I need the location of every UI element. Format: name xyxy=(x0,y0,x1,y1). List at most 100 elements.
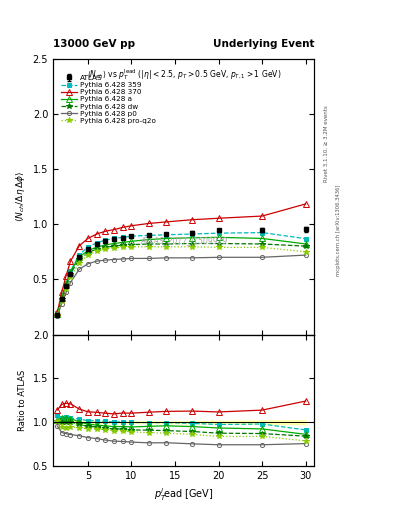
Pythia 6.428 dw xyxy=(77,257,82,263)
Pythia 6.428 pro-q2o xyxy=(260,244,264,250)
Y-axis label: $\langle N_{ch} / \Delta\eta\,\Delta\phi \rangle$: $\langle N_{ch} / \Delta\eta\,\Delta\phi… xyxy=(14,171,27,222)
Pythia 6.428 dw xyxy=(190,241,195,247)
Pythia 6.428 370 xyxy=(103,228,108,234)
Pythia 6.428 p0 xyxy=(68,280,73,286)
Pythia 6.428 pro-q2o xyxy=(59,298,64,304)
Pythia 6.428 pro-q2o xyxy=(94,248,99,254)
Pythia 6.428 dw xyxy=(103,244,108,250)
Pythia 6.428 dw xyxy=(129,242,134,248)
Pythia 6.428 dw xyxy=(112,243,116,249)
Line: Pythia 6.428 p0: Pythia 6.428 p0 xyxy=(55,253,308,318)
Pythia 6.428 a xyxy=(94,244,99,250)
Pythia 6.428 a xyxy=(190,234,195,241)
Pythia 6.428 a xyxy=(147,237,151,243)
Pythia 6.428 a xyxy=(216,234,221,241)
Pythia 6.428 359 xyxy=(103,237,108,243)
Pythia 6.428 a xyxy=(64,281,68,287)
Pythia 6.428 p0 xyxy=(94,258,99,264)
Pythia 6.428 370 xyxy=(260,213,264,219)
Pythia 6.428 a xyxy=(112,241,116,247)
Pythia 6.428 359 xyxy=(55,310,60,316)
Pythia 6.428 pro-q2o xyxy=(190,244,195,250)
Pythia 6.428 359 xyxy=(77,251,82,258)
Pythia 6.428 p0 xyxy=(164,255,169,261)
Pythia 6.428 370 xyxy=(216,215,221,221)
Pythia 6.428 370 xyxy=(190,217,195,223)
Pythia 6.428 dw xyxy=(303,243,308,249)
Pythia 6.428 dw xyxy=(216,241,221,247)
Pythia 6.428 pro-q2o xyxy=(120,244,125,250)
Pythia 6.428 359 xyxy=(112,236,116,242)
Pythia 6.428 pro-q2o xyxy=(55,311,60,317)
Text: 13000 GeV pp: 13000 GeV pp xyxy=(53,38,135,49)
Pythia 6.428 370 xyxy=(112,226,116,232)
Pythia 6.428 pro-q2o xyxy=(103,246,108,252)
Pythia 6.428 dw xyxy=(164,241,169,247)
Line: Pythia 6.428 dw: Pythia 6.428 dw xyxy=(55,241,309,317)
Pythia 6.428 359 xyxy=(190,231,195,237)
Line: Pythia 6.428 pro-q2o: Pythia 6.428 pro-q2o xyxy=(55,244,309,317)
Pythia 6.428 370 xyxy=(303,201,308,207)
Pythia 6.428 a xyxy=(68,268,73,274)
Text: Rivet 3.1.10, ≥ 3.2M events: Rivet 3.1.10, ≥ 3.2M events xyxy=(324,105,329,182)
Pythia 6.428 370 xyxy=(59,289,64,295)
Pythia 6.428 pro-q2o xyxy=(112,245,116,251)
Pythia 6.428 370 xyxy=(129,223,134,229)
Pythia 6.428 359 xyxy=(59,294,64,301)
Pythia 6.428 359 xyxy=(68,268,73,274)
Pythia 6.428 pro-q2o xyxy=(147,244,151,250)
Pythia 6.428 p0 xyxy=(64,289,68,295)
Pythia 6.428 370 xyxy=(164,219,169,225)
Pythia 6.428 pro-q2o xyxy=(164,244,169,250)
Pythia 6.428 359 xyxy=(129,233,134,239)
Pythia 6.428 p0 xyxy=(77,266,82,272)
X-axis label: $p_T^l\!$ead [GeV]: $p_T^l\!$ead [GeV] xyxy=(154,486,213,503)
Pythia 6.428 359 xyxy=(147,232,151,239)
Pythia 6.428 dw xyxy=(260,241,264,247)
Pythia 6.428 p0 xyxy=(216,254,221,261)
Pythia 6.428 p0 xyxy=(103,257,108,263)
Pythia 6.428 p0 xyxy=(190,255,195,261)
Pythia 6.428 370 xyxy=(68,258,73,264)
Text: mcplots.cern.ch [arXiv:1306.3436]: mcplots.cern.ch [arXiv:1306.3436] xyxy=(336,185,341,276)
Pythia 6.428 p0 xyxy=(59,301,64,307)
Pythia 6.428 a xyxy=(129,238,134,244)
Pythia 6.428 pro-q2o xyxy=(216,244,221,250)
Pythia 6.428 a xyxy=(303,241,308,247)
Pythia 6.428 359 xyxy=(303,236,308,242)
Pythia 6.428 370 xyxy=(147,220,151,226)
Pythia 6.428 359 xyxy=(120,234,125,241)
Pythia 6.428 pro-q2o xyxy=(86,252,90,258)
Pythia 6.428 a xyxy=(103,242,108,248)
Pythia 6.428 370 xyxy=(94,231,99,237)
Y-axis label: Ratio to ATLAS: Ratio to ATLAS xyxy=(18,370,27,431)
Pythia 6.428 359 xyxy=(94,240,99,246)
Pythia 6.428 pro-q2o xyxy=(129,244,134,250)
Pythia 6.428 370 xyxy=(55,309,60,315)
Pythia 6.428 370 xyxy=(64,272,68,279)
Pythia 6.428 a xyxy=(55,311,60,317)
Pythia 6.428 p0 xyxy=(112,257,116,263)
Text: $\langle N_{ch}\rangle$ vs $p_T^{\rm lead}$ ($|\eta| < 2.5$, $p_T > 0.5$ GeV, $p: $\langle N_{ch}\rangle$ vs $p_T^{\rm lea… xyxy=(86,67,281,82)
Pythia 6.428 pro-q2o xyxy=(68,274,73,280)
Pythia 6.428 p0 xyxy=(120,256,125,262)
Pythia 6.428 dw xyxy=(147,241,151,247)
Pythia 6.428 370 xyxy=(77,243,82,249)
Pythia 6.428 p0 xyxy=(55,312,60,318)
Pythia 6.428 a xyxy=(86,247,90,253)
Pythia 6.428 dw xyxy=(86,250,90,256)
Pythia 6.428 p0 xyxy=(86,261,90,267)
Pythia 6.428 a xyxy=(260,236,264,242)
Legend: ATLAS, Pythia 6.428 359, Pythia 6.428 370, Pythia 6.428 a, Pythia 6.428 dw, Pyth: ATLAS, Pythia 6.428 359, Pythia 6.428 37… xyxy=(59,74,157,125)
Pythia 6.428 370 xyxy=(120,224,125,230)
Pythia 6.428 p0 xyxy=(129,255,134,262)
Text: Underlying Event: Underlying Event xyxy=(213,38,314,49)
Pythia 6.428 359 xyxy=(260,229,264,236)
Line: Pythia 6.428 a: Pythia 6.428 a xyxy=(55,234,309,317)
Pythia 6.428 dw xyxy=(94,246,99,252)
Pythia 6.428 pro-q2o xyxy=(77,260,82,266)
Pythia 6.428 dw xyxy=(55,311,60,317)
Text: ATLAS_2017_I1509919: ATLAS_2017_I1509919 xyxy=(140,237,228,245)
Line: Pythia 6.428 370: Pythia 6.428 370 xyxy=(55,201,309,315)
Pythia 6.428 p0 xyxy=(260,254,264,261)
